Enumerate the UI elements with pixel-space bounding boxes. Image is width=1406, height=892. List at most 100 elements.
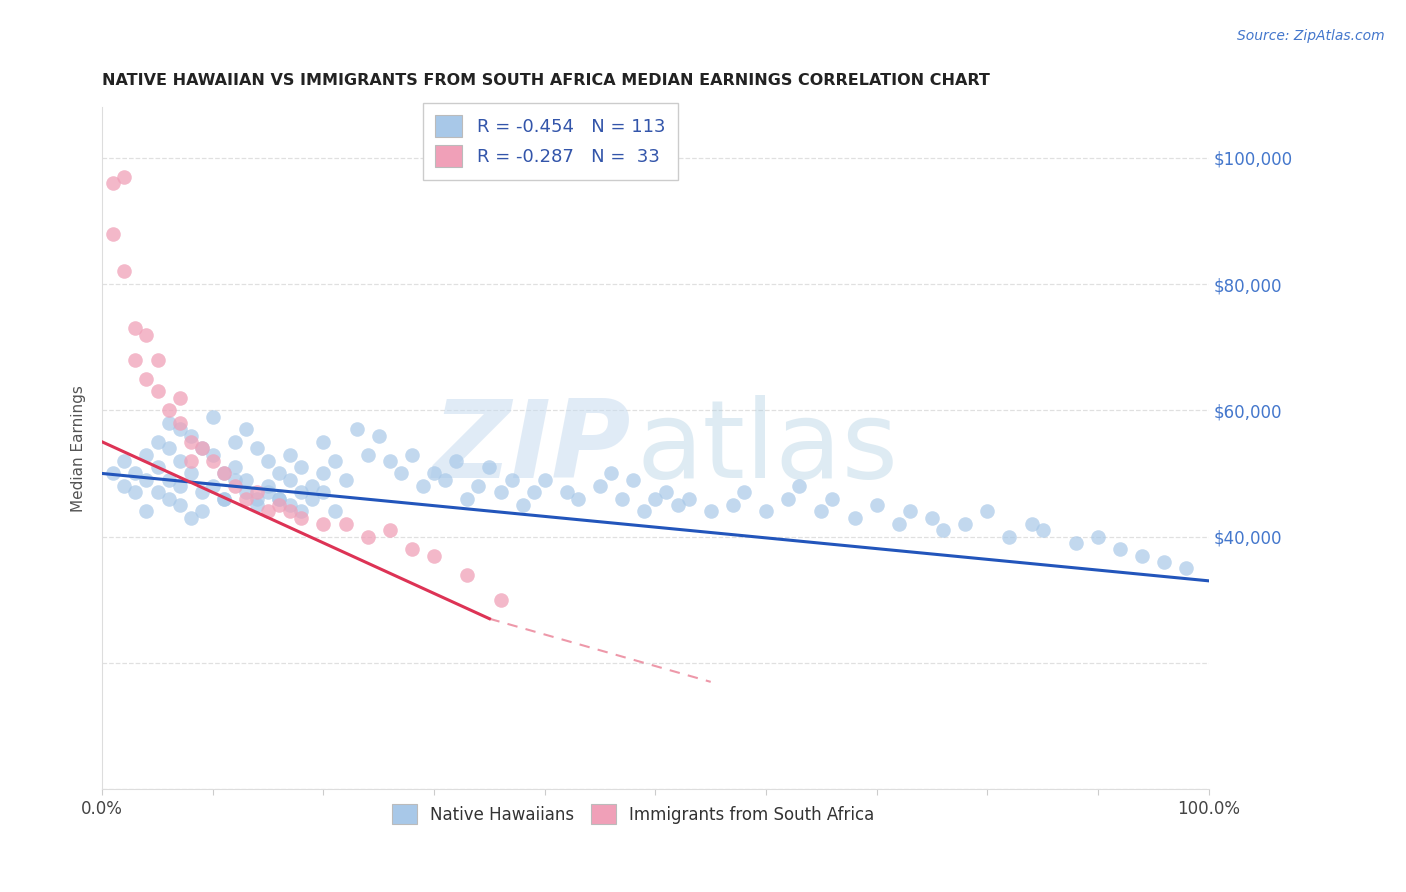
Point: [257, 454, 280, 468]
Point: [489, 592, 512, 607]
Point: [357, 530, 380, 544]
Point: [489, 485, 512, 500]
Point: [278, 498, 301, 512]
Point: [212, 491, 235, 506]
Point: [733, 485, 755, 500]
Point: [478, 460, 501, 475]
Point: [666, 498, 689, 512]
Point: [224, 473, 246, 487]
Point: [124, 321, 146, 335]
Point: [269, 491, 291, 506]
Point: [290, 504, 312, 518]
Point: [312, 434, 335, 449]
Point: [180, 454, 202, 468]
Text: NATIVE HAWAIIAN VS IMMIGRANTS FROM SOUTH AFRICA MEDIAN EARNINGS CORRELATION CHAR: NATIVE HAWAIIAN VS IMMIGRANTS FROM SOUTH…: [103, 73, 990, 88]
Point: [235, 473, 257, 487]
Point: [312, 485, 335, 500]
Point: [1021, 516, 1043, 531]
Point: [976, 504, 998, 518]
Point: [312, 516, 335, 531]
Point: [787, 479, 810, 493]
Point: [157, 416, 180, 430]
Point: [180, 510, 202, 524]
Point: [124, 352, 146, 367]
Point: [112, 479, 135, 493]
Point: [169, 391, 191, 405]
Point: [755, 504, 778, 518]
Point: [269, 467, 291, 481]
Point: [953, 516, 976, 531]
Point: [224, 434, 246, 449]
Point: [1064, 536, 1087, 550]
Point: [278, 448, 301, 462]
Point: [235, 491, 257, 506]
Point: [600, 467, 623, 481]
Point: [821, 491, 844, 506]
Point: [301, 491, 323, 506]
Point: [1175, 561, 1198, 575]
Point: [201, 409, 224, 424]
Point: [423, 467, 446, 481]
Text: ZIP: ZIP: [433, 395, 631, 501]
Y-axis label: Median Earnings: Median Earnings: [72, 384, 86, 512]
Point: [621, 473, 644, 487]
Point: [157, 473, 180, 487]
Point: [290, 460, 312, 475]
Point: [135, 327, 157, 342]
Point: [246, 485, 269, 500]
Point: [212, 467, 235, 481]
Point: [887, 516, 910, 531]
Point: [378, 524, 401, 538]
Point: [456, 491, 478, 506]
Point: [389, 467, 412, 481]
Point: [501, 473, 523, 487]
Point: [567, 491, 589, 506]
Point: [180, 467, 202, 481]
Point: [146, 485, 169, 500]
Point: [357, 448, 380, 462]
Point: [191, 441, 214, 455]
Point: [378, 454, 401, 468]
Point: [235, 485, 257, 500]
Point: [124, 485, 146, 500]
Point: [246, 491, 269, 506]
Point: [412, 479, 434, 493]
Point: [335, 473, 357, 487]
Point: [401, 542, 423, 557]
Point: [998, 530, 1021, 544]
Point: [146, 434, 169, 449]
Point: [135, 504, 157, 518]
Point: [699, 504, 721, 518]
Text: atlas: atlas: [637, 395, 898, 501]
Point: [301, 479, 323, 493]
Legend: Native Hawaiians, Immigrants from South Africa: Native Hawaiians, Immigrants from South …: [384, 797, 883, 832]
Point: [112, 454, 135, 468]
Point: [533, 473, 555, 487]
Point: [201, 479, 224, 493]
Point: [423, 549, 446, 563]
Point: [157, 403, 180, 417]
Point: [1087, 530, 1109, 544]
Point: [367, 428, 389, 442]
Point: [290, 510, 312, 524]
Point: [169, 479, 191, 493]
Point: [146, 384, 169, 399]
Point: [269, 491, 291, 506]
Point: [112, 169, 135, 184]
Point: [157, 491, 180, 506]
Point: [112, 264, 135, 278]
Point: [269, 498, 291, 512]
Point: [678, 491, 700, 506]
Point: [135, 473, 157, 487]
Point: [235, 422, 257, 436]
Point: [290, 485, 312, 500]
Text: Source: ZipAtlas.com: Source: ZipAtlas.com: [1237, 29, 1385, 43]
Point: [146, 460, 169, 475]
Point: [278, 504, 301, 518]
Point: [157, 441, 180, 455]
Point: [721, 498, 744, 512]
Point: [146, 352, 169, 367]
Point: [246, 498, 269, 512]
Point: [778, 491, 800, 506]
Point: [1153, 555, 1175, 569]
